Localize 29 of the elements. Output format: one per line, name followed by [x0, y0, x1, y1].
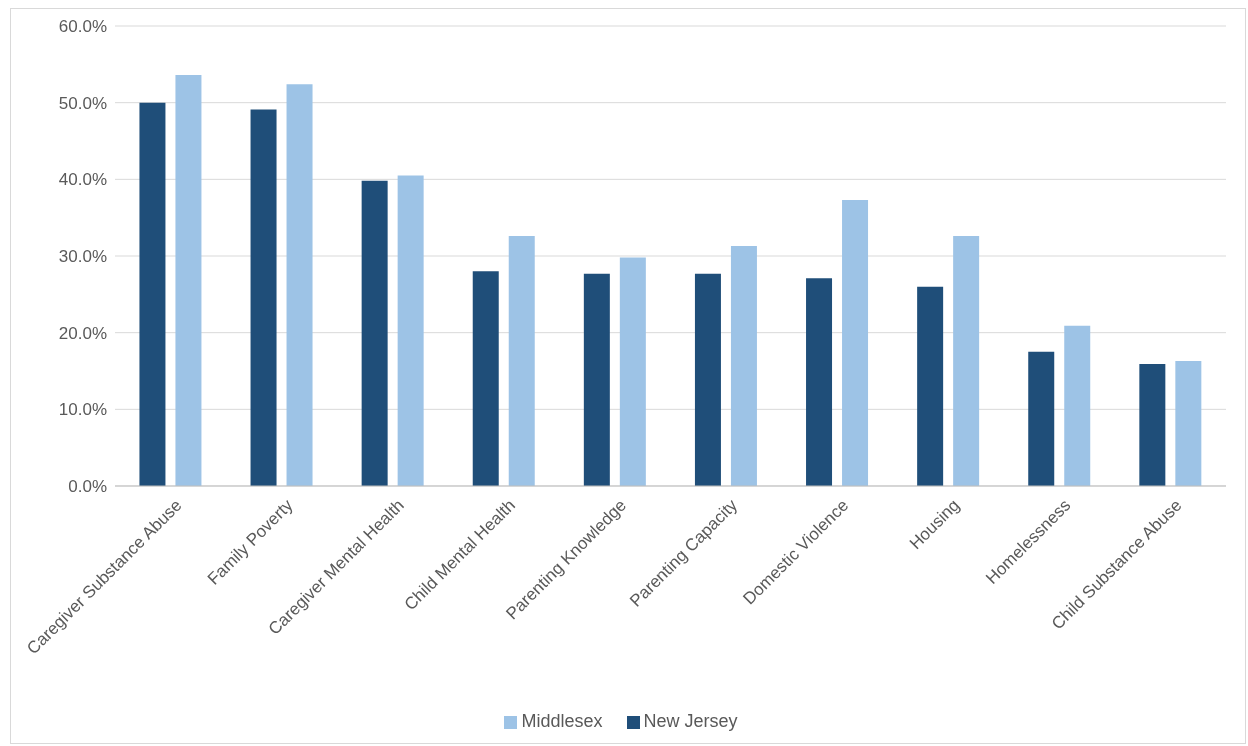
bar: [619, 257, 646, 486]
bar: [361, 180, 388, 486]
legend-label: Middlesex: [521, 711, 603, 731]
bar: [953, 236, 980, 486]
bar: [1139, 364, 1166, 486]
bar: [842, 200, 869, 486]
bar: [286, 84, 313, 486]
bar: [397, 175, 424, 486]
bar: [1064, 325, 1091, 486]
y-tick-label: 10.0%: [58, 400, 107, 420]
bar: [694, 273, 721, 486]
y-tick-label: 20.0%: [58, 323, 107, 343]
bar: [508, 236, 535, 486]
bar: [806, 278, 833, 486]
y-tick-label: 60.0%: [58, 17, 107, 37]
y-tick-label: 0.0%: [68, 477, 107, 497]
y-tick-label: 50.0%: [58, 93, 107, 113]
bar: [583, 273, 610, 486]
bar: [917, 286, 944, 486]
bar: [730, 246, 757, 486]
y-tick-label: 40.0%: [58, 170, 107, 190]
bar: [175, 75, 202, 486]
bar: [1175, 361, 1202, 486]
bar: [250, 109, 277, 486]
y-tick-label: 30.0%: [58, 247, 107, 267]
bar: [1028, 351, 1055, 486]
bar: [139, 102, 166, 486]
bar: [472, 271, 499, 486]
legend-label: New Jersey: [643, 711, 738, 731]
